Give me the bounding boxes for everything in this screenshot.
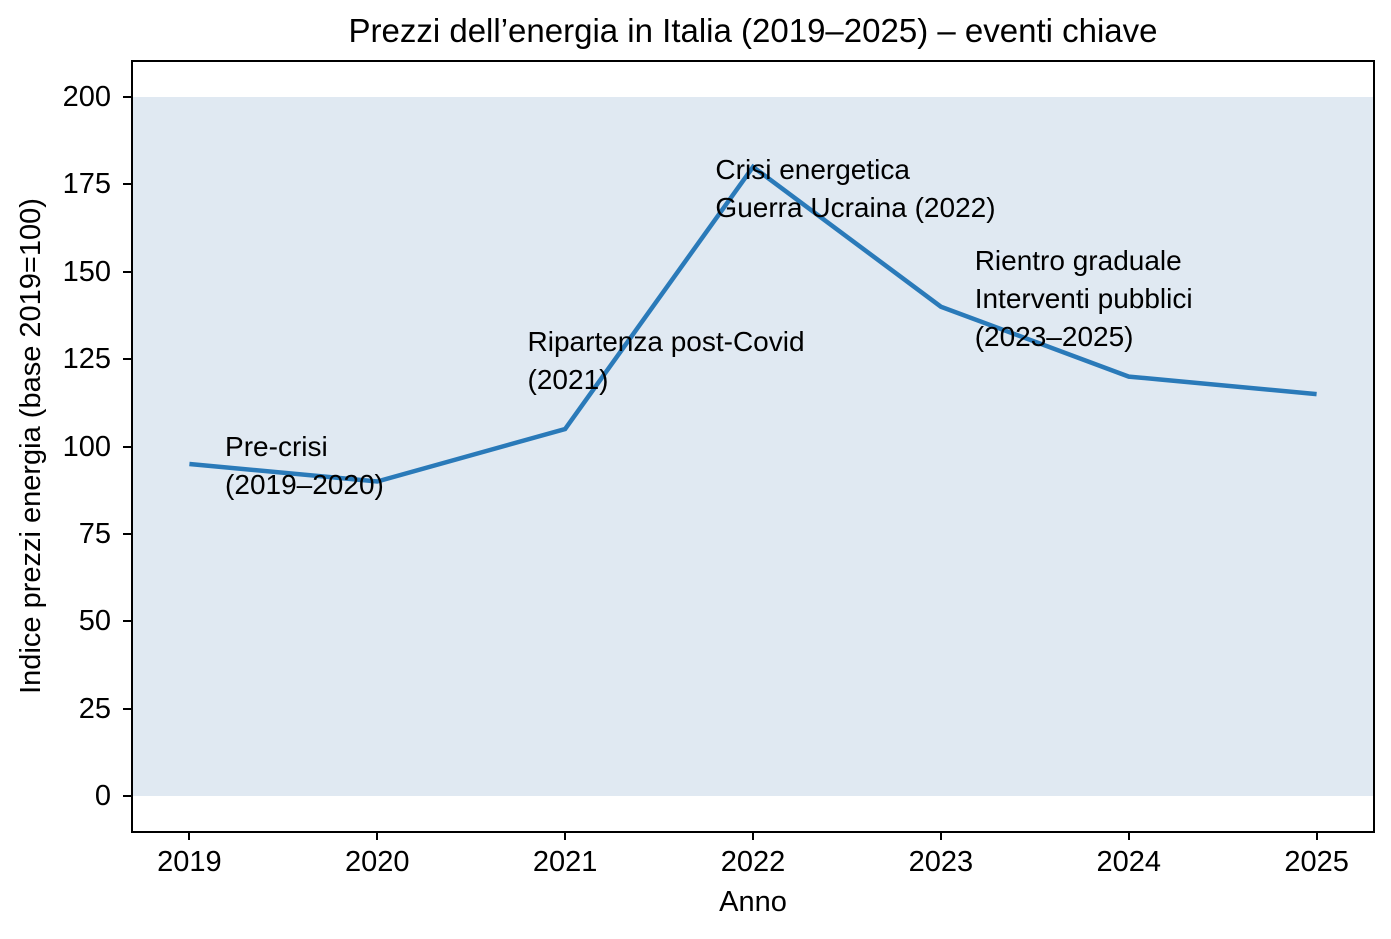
- x-tick-label: 2025: [1284, 846, 1349, 878]
- annotation-pre-crisi: Pre-crisi (2019–2020): [225, 430, 384, 500]
- y-tick-label: 125: [62, 343, 111, 376]
- x-tick-label: 2022: [720, 846, 786, 878]
- y-tick-label: 25: [78, 692, 111, 725]
- x-tick-label: 2023: [908, 846, 974, 878]
- y-tick-mark: [123, 95, 131, 98]
- annotation-crisi-energetica: Crisi energetica Guerra Ucraina (2022): [715, 154, 996, 224]
- y-tick-label: 150: [62, 255, 111, 288]
- y-tick-mark: [123, 183, 131, 186]
- y-tick-mark: [123, 445, 131, 448]
- annotation-rientro-graduale: Rientro graduale Interventi pubblici (20…: [974, 245, 1193, 353]
- y-tick-mark: [123, 532, 131, 535]
- x-tick-mark: [939, 833, 942, 840]
- x-tick-mark: [564, 833, 567, 840]
- y-tick-mark: [123, 358, 131, 361]
- x-tick-mark: [1315, 833, 1318, 840]
- x-tick-label: 2024: [1096, 846, 1161, 878]
- y-tick-label: 200: [62, 80, 111, 113]
- chart-title: Prezzi dell’energia in Italia (2019–2025…: [348, 12, 1158, 49]
- y-tick-label: 0: [94, 780, 111, 813]
- x-tick-mark: [188, 833, 191, 840]
- x-tick-mark: [752, 833, 754, 840]
- x-tick-mark: [1127, 833, 1130, 840]
- y-tick-mark: [123, 620, 131, 623]
- annotation-ripartenza-post-covid: Ripartenza post-Covid (2021): [527, 325, 805, 395]
- y-tick-mark: [123, 795, 131, 798]
- plot-area: 0 25 50 75 100 125 150 175 200 2019 2020 2021 2022 20…: [63, 60, 1375, 878]
- y-tick-label: 75: [78, 517, 111, 550]
- x-tick-label: 2020: [344, 846, 410, 878]
- price-line: [189, 163, 1317, 484]
- y-tick-mark: [123, 270, 131, 273]
- y-tick-label: 175: [62, 168, 111, 201]
- x-tick-label: 2021: [532, 846, 598, 878]
- x-tick-mark: [376, 833, 379, 840]
- y-tick-label: 50: [78, 605, 111, 638]
- y-axis-label: Indice prezzi energia (base 2019=100): [15, 198, 47, 694]
- shaded-band: [133, 96, 1373, 797]
- y-tick-label: 100: [62, 430, 111, 463]
- x-axis-label: Anno: [719, 886, 787, 918]
- y-tick-mark: [123, 707, 131, 710]
- x-tick-label: 2019: [157, 846, 222, 878]
- line-chart-svg: [189, 163, 1317, 484]
